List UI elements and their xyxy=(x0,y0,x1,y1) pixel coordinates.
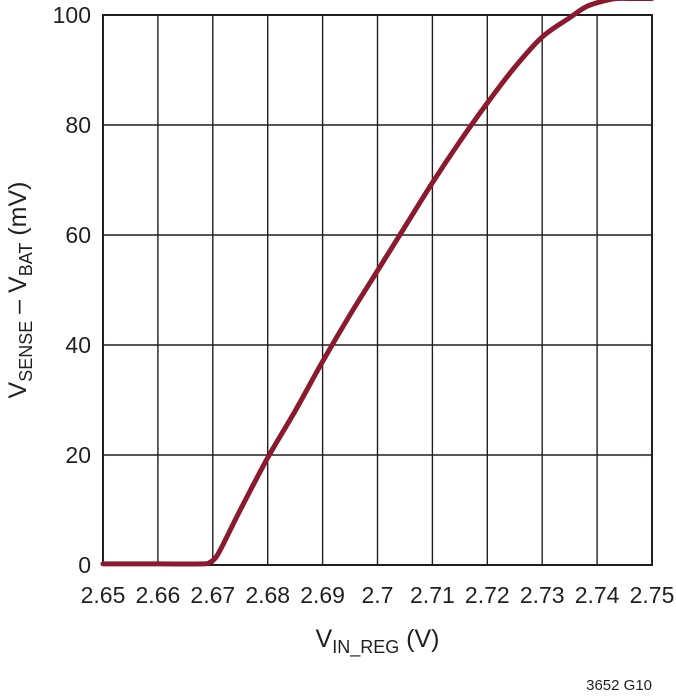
series-group xyxy=(100,0,654,567)
x-tick-label: 2.73 xyxy=(520,582,565,608)
y-tick-labels: 0 20 40 60 80 100 xyxy=(53,2,91,578)
x-tick-labels: 2.65 2.66 2.67 2.68 2.69 2.7 2.71 2.72 2.73 2.74 2… xyxy=(81,582,675,608)
x-tick-label: 2.72 xyxy=(465,582,510,608)
y-axis-label: VSENSE – VBAT (mV) xyxy=(4,182,36,399)
x-tick-label: 2.66 xyxy=(136,582,181,608)
grid-lines xyxy=(102,14,653,566)
figure-id: 3652 G10 xyxy=(586,677,652,694)
plot-frame xyxy=(102,14,653,566)
y-tick-label: 40 xyxy=(65,332,91,358)
x-tick-label: 2.67 xyxy=(190,582,235,608)
y-tick-label: 80 xyxy=(65,112,91,138)
x-tick-label: 2.69 xyxy=(300,582,345,608)
y-tick-label: 100 xyxy=(53,2,91,28)
x-tick-label: 2.7 xyxy=(362,582,394,608)
y-tick-label: 60 xyxy=(65,222,91,248)
x-tick-label: 2.71 xyxy=(410,582,455,608)
x-tick-label: 2.75 xyxy=(630,582,675,608)
x-tick-label: 2.68 xyxy=(245,582,290,608)
x-axis-label: VIN_REG (V) xyxy=(316,625,440,658)
series-line xyxy=(100,0,654,567)
x-tick-label: 2.65 xyxy=(81,582,126,608)
x-tick-label: 2.74 xyxy=(575,582,620,608)
y-tick-label: 0 xyxy=(78,552,91,578)
y-tick-label: 20 xyxy=(65,442,91,468)
